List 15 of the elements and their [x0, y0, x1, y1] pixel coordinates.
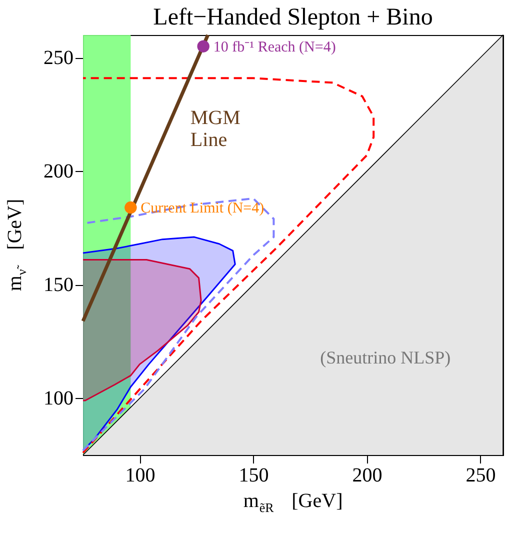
- y-tick-label: 100: [44, 388, 74, 410]
- y-tick-label: 250: [44, 47, 74, 70]
- x-tick-label: 200: [352, 464, 382, 486]
- series-label: Current Limit (N=4): [140, 200, 264, 217]
- series-label: MGM Line: [190, 107, 241, 152]
- x-tick-label: 150: [238, 464, 269, 486]
- y-tick-label: 150: [44, 274, 74, 296]
- x-tick-label: 100: [125, 464, 156, 486]
- text: mν̃ [GeV]: [4, 198, 29, 292]
- line-series: [82, 197, 275, 452]
- chart-title: Left−Handed Slepton + Bino: [153, 4, 433, 30]
- y-tick-label: 200: [44, 160, 74, 183]
- series-label: 10 fb⁻¹ Reach (N=4): [213, 39, 336, 56]
- annotation: (Sneutrino NLSP): [320, 347, 451, 368]
- x-tick-label: 250: [466, 464, 496, 486]
